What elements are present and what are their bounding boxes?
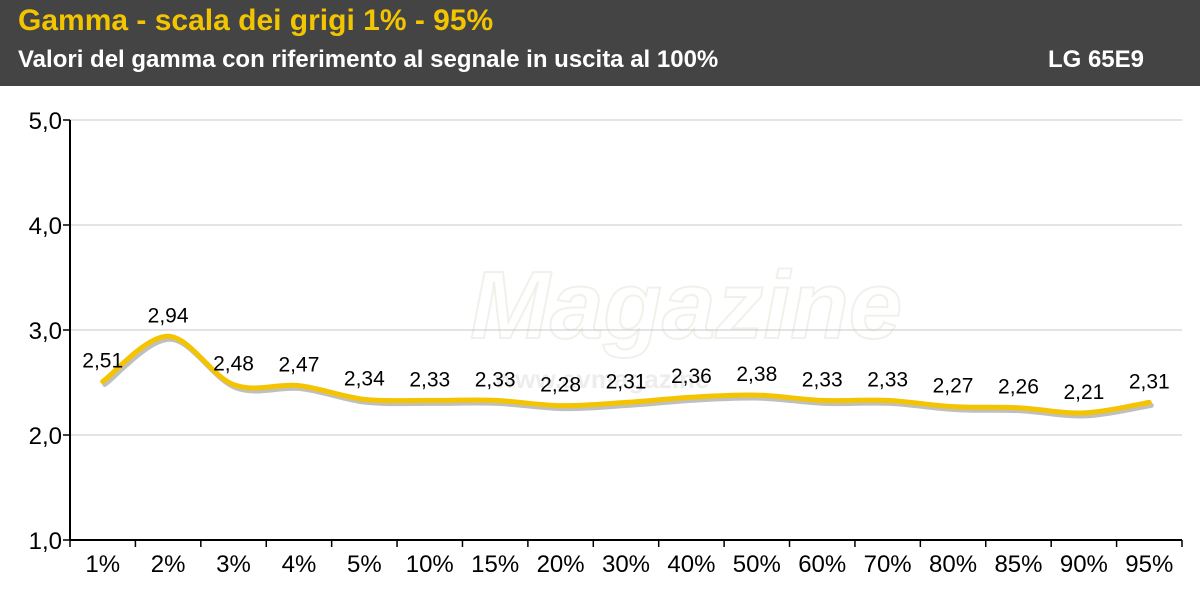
x-tick-label: 95% (1125, 551, 1173, 578)
data-label: 2,48 (213, 353, 254, 376)
y-tick-label: 2,0 (29, 423, 62, 450)
data-labels: 2,51 2,94 2,48 2,47 2,34 2,33 2,33 2,28 2,31 2,36… (82, 304, 1169, 404)
x-tick-label: 3% (216, 551, 251, 578)
data-label: 2,27 (933, 375, 974, 398)
y-tick-label: 5,0 (29, 108, 62, 135)
x-tick-label: 70% (864, 551, 912, 578)
data-label: 2,33 (802, 368, 843, 391)
watermark-text: Magazine (470, 252, 902, 359)
y-tick-label: 3,0 (29, 318, 62, 345)
y-tick-label: 1,0 (29, 528, 62, 555)
x-tick-label: 30% (602, 551, 650, 578)
chart-title: Gamma - scala dei grigi 1% - 95% (18, 4, 494, 37)
data-label: 2,31 (1129, 370, 1170, 393)
model-label: LG 65E9 (1047, 46, 1144, 73)
chart-subtitle: Valori del gamma con riferimento al segn… (18, 46, 719, 73)
watermark-logo: Magazine www.avmagazine (469, 251, 903, 394)
x-tick-label: 10% (406, 551, 454, 578)
series-group (100, 333, 1154, 419)
y-tick-label: 4,0 (29, 213, 62, 240)
data-label: 2,33 (867, 368, 908, 391)
x-tick-label: 40% (667, 551, 715, 578)
x-tick-label: 5% (347, 551, 382, 578)
data-label: 2,94 (148, 304, 189, 327)
watermark-url: www.avmagazine (494, 364, 709, 394)
x-axis-ticks: 1% 2% 3% 4% 5% 10% 15% 20% 30% 40% 50% 60% 70% 80% 85%… (69, 540, 1183, 578)
x-tick-label: 20% (537, 551, 585, 578)
data-label: 2,33 (409, 368, 450, 391)
x-tick-label: 15% (471, 551, 519, 578)
data-label: 2,34 (344, 367, 385, 390)
x-tick-label: 50% (733, 551, 781, 578)
data-label: 2,31 (606, 370, 647, 393)
data-label: 2,38 (736, 363, 777, 386)
data-label: 2,36 (671, 365, 712, 388)
gamma-line-chart: Magazine www.avmagazine 1,02,03,04,05,0 … (29, 108, 1183, 578)
data-label: 2,47 (279, 354, 320, 377)
series-line (100, 333, 1152, 416)
data-label: 2,28 (540, 374, 581, 397)
x-tick-label: 60% (798, 551, 846, 578)
x-tick-label: 90% (1060, 551, 1108, 578)
x-tick-label: 85% (994, 551, 1042, 578)
data-label: 2,33 (475, 368, 516, 391)
data-label: 2,21 (1063, 381, 1104, 404)
chart-header: Gamma - scala dei grigi 1% - 95% Valori … (0, 0, 1200, 86)
data-label: 2,51 (82, 349, 123, 372)
data-label: 2,26 (998, 376, 1039, 399)
x-tick-label: 2% (151, 551, 186, 578)
y-axis-ticks: 1,0 2,0 3,0 4,0 5,0 (29, 108, 70, 555)
x-tick-label: 4% (282, 551, 317, 578)
chart-area: Magazine www.avmagazine 1,0 2,0 3,0 4,0 5,0 … (0, 86, 1200, 600)
x-tick-label: 80% (929, 551, 977, 578)
series-line-shadow (102, 336, 1154, 419)
grid-lines (70, 119, 1182, 436)
x-tick-label: 1% (85, 551, 120, 578)
